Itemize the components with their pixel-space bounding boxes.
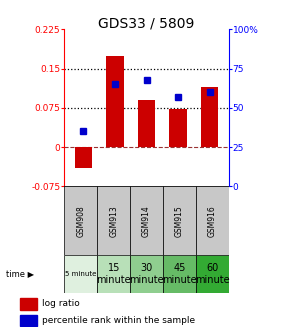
Text: 30
minute: 30 minute <box>129 263 164 285</box>
Text: GSM914: GSM914 <box>142 205 151 237</box>
Bar <box>196 255 229 293</box>
Text: GSM908: GSM908 <box>76 205 85 237</box>
Bar <box>163 186 196 255</box>
Bar <box>97 255 130 293</box>
Bar <box>169 110 187 147</box>
Text: GSM913: GSM913 <box>109 205 118 237</box>
Text: 60
minute: 60 minute <box>195 263 229 285</box>
Text: GSM915: GSM915 <box>175 205 184 237</box>
Bar <box>97 186 130 255</box>
Text: log ratio: log ratio <box>42 299 79 308</box>
Text: percentile rank within the sample: percentile rank within the sample <box>42 316 195 325</box>
Bar <box>130 255 163 293</box>
Bar <box>20 298 37 310</box>
Bar <box>64 255 97 293</box>
Text: 5 minute: 5 minute <box>65 271 97 277</box>
Bar <box>201 87 218 147</box>
Bar <box>64 186 97 255</box>
Text: GSM916: GSM916 <box>208 205 217 237</box>
Bar <box>196 186 229 255</box>
Bar <box>20 315 37 326</box>
Bar <box>130 186 163 255</box>
Bar <box>138 100 155 147</box>
Text: 15
minute: 15 minute <box>96 263 131 285</box>
Bar <box>106 56 124 147</box>
Text: 45
minute: 45 minute <box>162 263 197 285</box>
Text: GDS33 / 5809: GDS33 / 5809 <box>98 16 195 30</box>
Text: time ▶: time ▶ <box>6 269 34 278</box>
Bar <box>163 255 196 293</box>
Bar <box>75 147 92 168</box>
